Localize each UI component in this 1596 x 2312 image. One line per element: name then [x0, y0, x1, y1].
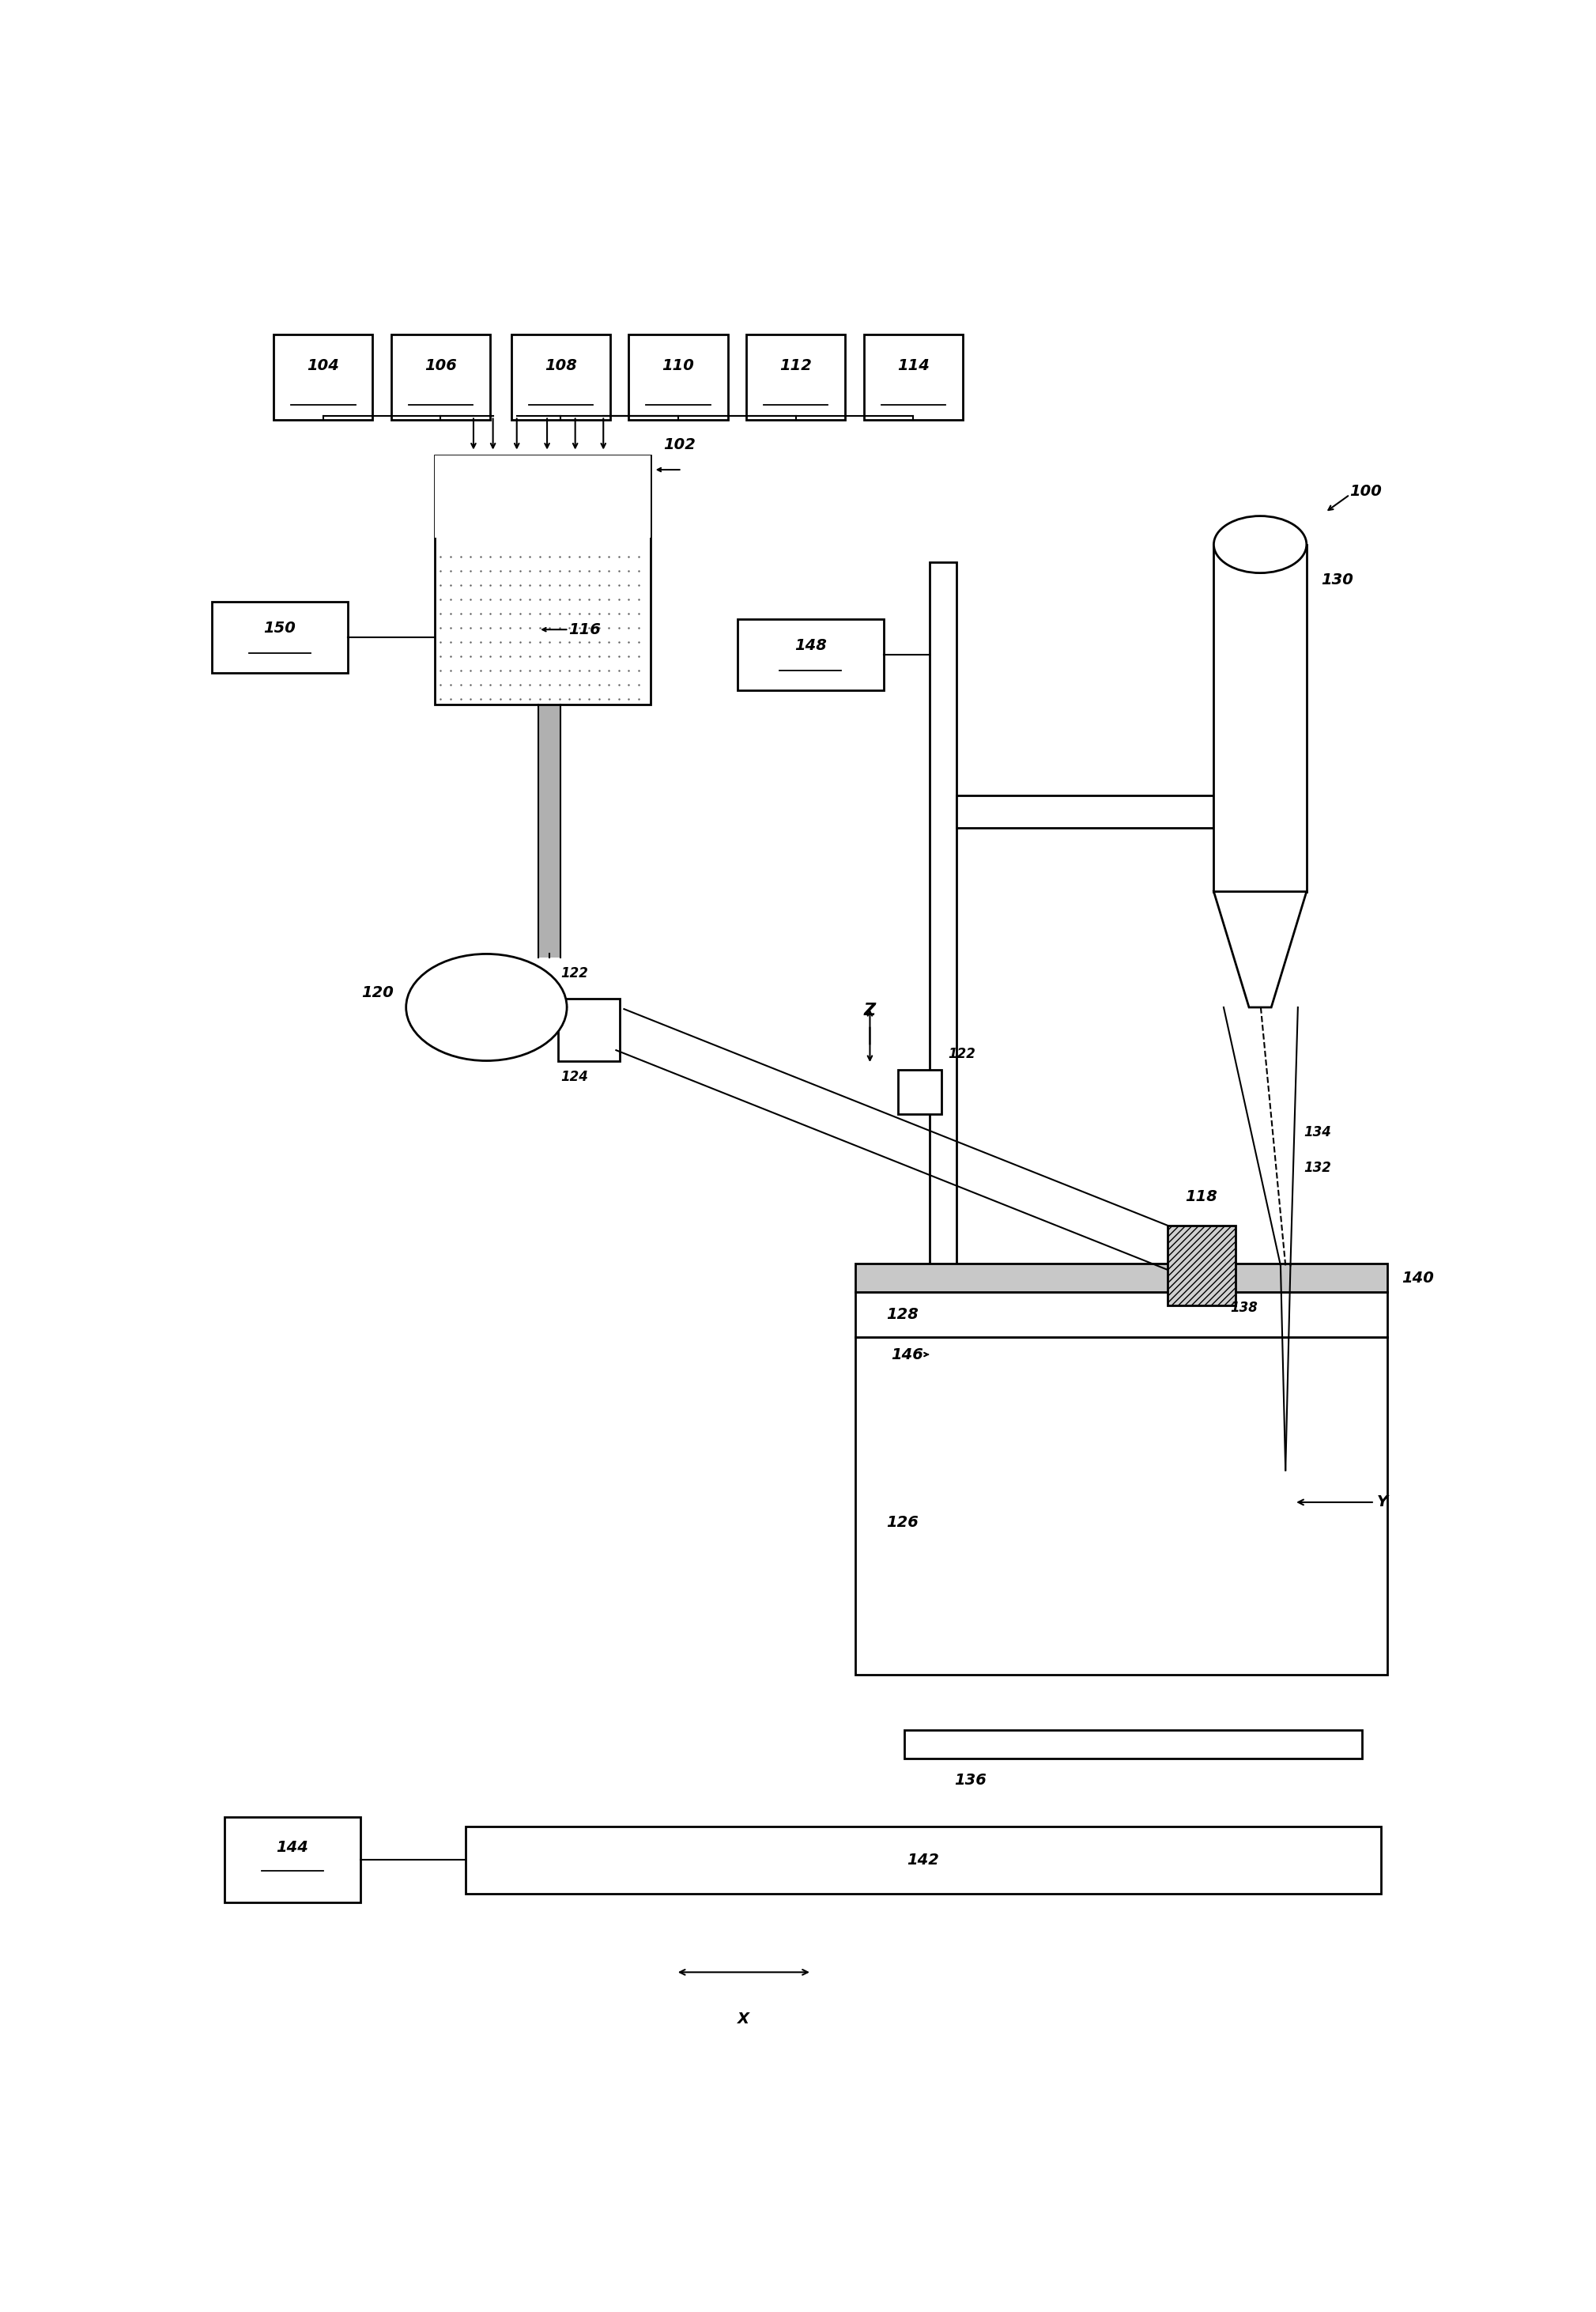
Text: 100: 100	[1350, 483, 1382, 499]
Bar	[899, 1070, 942, 1114]
Bar	[855, 1265, 1387, 1292]
Bar	[434, 539, 651, 705]
Text: 126: 126	[886, 1514, 918, 1531]
Text: 120: 120	[361, 985, 394, 1001]
Text: 150: 150	[263, 620, 295, 636]
Bar	[629, 335, 728, 421]
Bar	[559, 999, 619, 1061]
Bar	[1167, 1225, 1235, 1306]
Text: X: X	[737, 2011, 750, 2025]
Text: 122: 122	[560, 966, 589, 980]
Text: 132: 132	[1304, 1161, 1331, 1174]
Text: 128: 128	[886, 1306, 918, 1322]
Text: 118: 118	[1186, 1188, 1218, 1205]
Bar	[434, 455, 651, 705]
Bar	[737, 620, 884, 691]
Text: 122: 122	[948, 1047, 975, 1061]
Bar	[212, 601, 348, 673]
Bar	[391, 335, 490, 421]
Bar	[511, 335, 610, 421]
Bar	[863, 335, 962, 421]
Text: 124: 124	[560, 1070, 589, 1084]
Text: 140: 140	[1401, 1269, 1435, 1285]
Text: 144: 144	[276, 1840, 308, 1854]
Text: 134: 134	[1304, 1126, 1331, 1140]
Bar	[855, 1292, 1387, 1336]
Text: 138: 138	[1231, 1302, 1258, 1316]
Text: Z: Z	[863, 1003, 876, 1020]
Text: 136: 136	[954, 1773, 986, 1787]
Bar	[905, 1729, 1361, 1759]
Text: 110: 110	[662, 358, 694, 372]
Text: Y: Y	[1377, 1496, 1389, 1510]
Ellipse shape	[1215, 516, 1307, 573]
Bar	[855, 1336, 1387, 1674]
Text: 146: 146	[891, 1348, 922, 1362]
Bar	[929, 562, 956, 1586]
Text: 116: 116	[568, 622, 602, 638]
Polygon shape	[1213, 892, 1307, 1008]
Bar	[223, 1817, 361, 1903]
Text: 102: 102	[664, 437, 696, 451]
Bar	[466, 1826, 1381, 1894]
Bar	[275, 335, 373, 421]
Text: 108: 108	[544, 358, 576, 372]
Text: 106: 106	[425, 358, 456, 372]
Bar	[1213, 543, 1307, 892]
Text: 114: 114	[897, 358, 929, 372]
Text: 148: 148	[795, 638, 827, 654]
Bar	[747, 335, 846, 421]
Text: 104: 104	[306, 358, 340, 372]
Text: 142: 142	[907, 1852, 938, 1868]
Text: 112: 112	[779, 358, 812, 372]
Text: 130: 130	[1321, 573, 1353, 587]
Bar	[538, 705, 560, 957]
Ellipse shape	[405, 955, 567, 1061]
Bar	[956, 795, 1215, 828]
Bar	[434, 455, 651, 539]
